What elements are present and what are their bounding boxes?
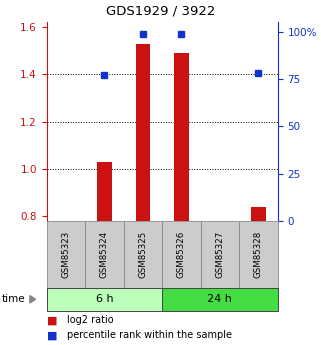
Bar bbox=[174, 53, 189, 221]
Text: GDS1929 / 3922: GDS1929 / 3922 bbox=[106, 5, 215, 18]
Bar bbox=[135, 44, 150, 221]
Text: GSM85325: GSM85325 bbox=[138, 231, 147, 278]
Text: time: time bbox=[2, 294, 25, 304]
Bar bbox=[251, 207, 266, 221]
Bar bbox=[97, 162, 112, 221]
Text: log2 ratio: log2 ratio bbox=[67, 315, 114, 325]
Text: ■: ■ bbox=[47, 331, 57, 340]
Text: ■: ■ bbox=[47, 315, 57, 325]
Text: GSM85328: GSM85328 bbox=[254, 231, 263, 278]
Text: 6 h: 6 h bbox=[96, 294, 113, 304]
Text: GSM85326: GSM85326 bbox=[177, 231, 186, 278]
Text: GSM85327: GSM85327 bbox=[215, 231, 224, 278]
Text: GSM85323: GSM85323 bbox=[61, 231, 70, 278]
Text: GSM85324: GSM85324 bbox=[100, 231, 109, 278]
Text: percentile rank within the sample: percentile rank within the sample bbox=[67, 331, 232, 340]
Text: 24 h: 24 h bbox=[207, 294, 232, 304]
Polygon shape bbox=[30, 296, 36, 303]
